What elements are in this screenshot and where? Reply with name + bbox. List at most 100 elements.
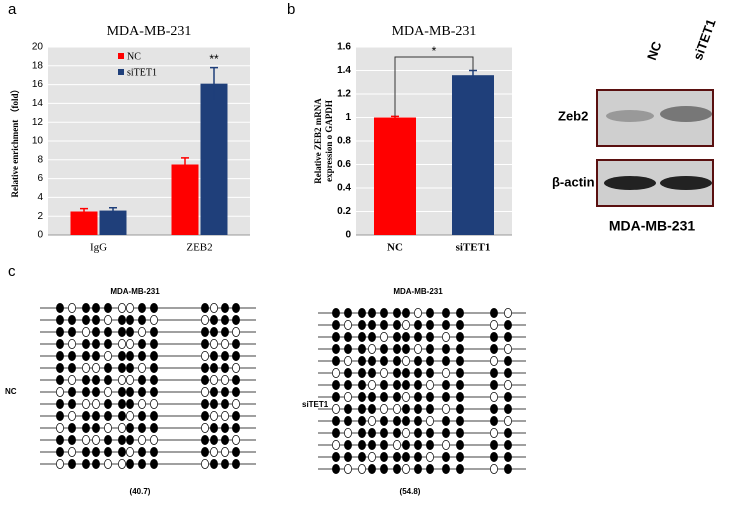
cpg-site (504, 380, 512, 390)
cpg-site (358, 392, 366, 402)
error-bar (210, 66, 218, 100)
cpg-site (332, 452, 340, 462)
cpg-site (232, 423, 240, 433)
cpg-site (426, 452, 434, 462)
y-tick-label: 0.4 (337, 183, 351, 194)
cpg-site (56, 447, 64, 457)
legend-label: NC (127, 51, 141, 62)
cpg-site (210, 399, 218, 409)
cpg-site (201, 423, 209, 433)
cpg-site (150, 411, 158, 421)
cpg-site (332, 392, 340, 402)
band (660, 106, 712, 122)
cpg-site (380, 308, 388, 318)
cpg-site (344, 380, 352, 390)
band (604, 176, 656, 190)
cpg-site (104, 435, 112, 445)
cpg-site (56, 411, 64, 421)
y-tick-label: 6 (37, 173, 43, 184)
cpg-site (104, 459, 112, 469)
cpg-site (402, 344, 410, 354)
cpg-site (82, 411, 90, 421)
cpg-site (414, 464, 422, 474)
cpg-site (221, 315, 229, 325)
cpg-site (380, 452, 388, 462)
cpg-site (210, 315, 218, 325)
cpg-site (490, 392, 498, 402)
cpg-site (344, 440, 352, 450)
cpg-site (393, 368, 401, 378)
cpg-site (232, 435, 240, 445)
cpg-site (504, 356, 512, 366)
cpg-site (393, 380, 401, 390)
cpg-site (82, 459, 90, 469)
cpg-site (104, 411, 112, 421)
cpg-site (490, 428, 498, 438)
cpg-site (504, 392, 512, 402)
cpg-site (380, 380, 388, 390)
lane-label: siTET1 (690, 17, 719, 62)
cpg-site (456, 332, 464, 342)
cpg-site (201, 411, 209, 421)
cpg-site (138, 327, 146, 337)
cpg-site (344, 428, 352, 438)
cpg-site (344, 392, 352, 402)
cpg-site (456, 356, 464, 366)
y-tick-label: 8 (37, 154, 43, 165)
y-tick-label: 16 (32, 79, 44, 90)
cpg-site (118, 447, 126, 457)
cpg-site (118, 351, 126, 361)
cpg-site (92, 303, 100, 313)
cpg-site (414, 308, 422, 318)
lane-label: NC (644, 39, 665, 62)
y-tick-label: 0.8 (337, 136, 351, 147)
cpg-site (414, 392, 422, 402)
cpg-site (332, 356, 340, 366)
cpg-site (126, 315, 134, 325)
cpg-site (118, 459, 126, 469)
cpg-site (104, 399, 112, 409)
cpg-site (402, 392, 410, 402)
cpg-site (118, 387, 126, 397)
cpg-site (332, 404, 340, 414)
cpg-site (150, 423, 158, 433)
cpg-site (402, 404, 410, 414)
cpg-site (92, 411, 100, 421)
cpg-site (368, 380, 376, 390)
cpg-site (344, 356, 352, 366)
cpg-site (150, 363, 158, 373)
cpg-site (380, 320, 388, 330)
cpg-site (118, 315, 126, 325)
cpg-site (232, 387, 240, 397)
cpg-site (126, 447, 134, 457)
cpg-site (118, 339, 126, 349)
cpg-site (504, 368, 512, 378)
cpg-site (426, 332, 434, 342)
cpg-site (442, 404, 450, 414)
cpg-site (393, 308, 401, 318)
cpg-site (332, 464, 340, 474)
sig-bracket (394, 56, 474, 117)
group-label: NC (5, 387, 17, 396)
y-tick-label: 0 (345, 230, 351, 241)
cpg-site (414, 320, 422, 330)
cpg-site (138, 459, 146, 469)
cpg-site (150, 447, 158, 457)
cpg-site (426, 404, 434, 414)
cpg-site (344, 320, 352, 330)
legend-swatch (118, 69, 124, 75)
cpg-site (68, 303, 76, 313)
x-tick-label: ZEB2 (186, 242, 212, 254)
cpg-site (442, 332, 450, 342)
cpg-site (138, 375, 146, 385)
cpg-site (232, 447, 240, 457)
cpg-site (201, 351, 209, 361)
legend-swatch (118, 53, 124, 59)
x-tick-label: IgG (90, 242, 107, 254)
cpg-site (56, 363, 64, 373)
cpg-site (368, 320, 376, 330)
cpg-site (442, 320, 450, 330)
cpg-site (221, 303, 229, 313)
cpg-site (92, 327, 100, 337)
cpg-site (402, 308, 410, 318)
